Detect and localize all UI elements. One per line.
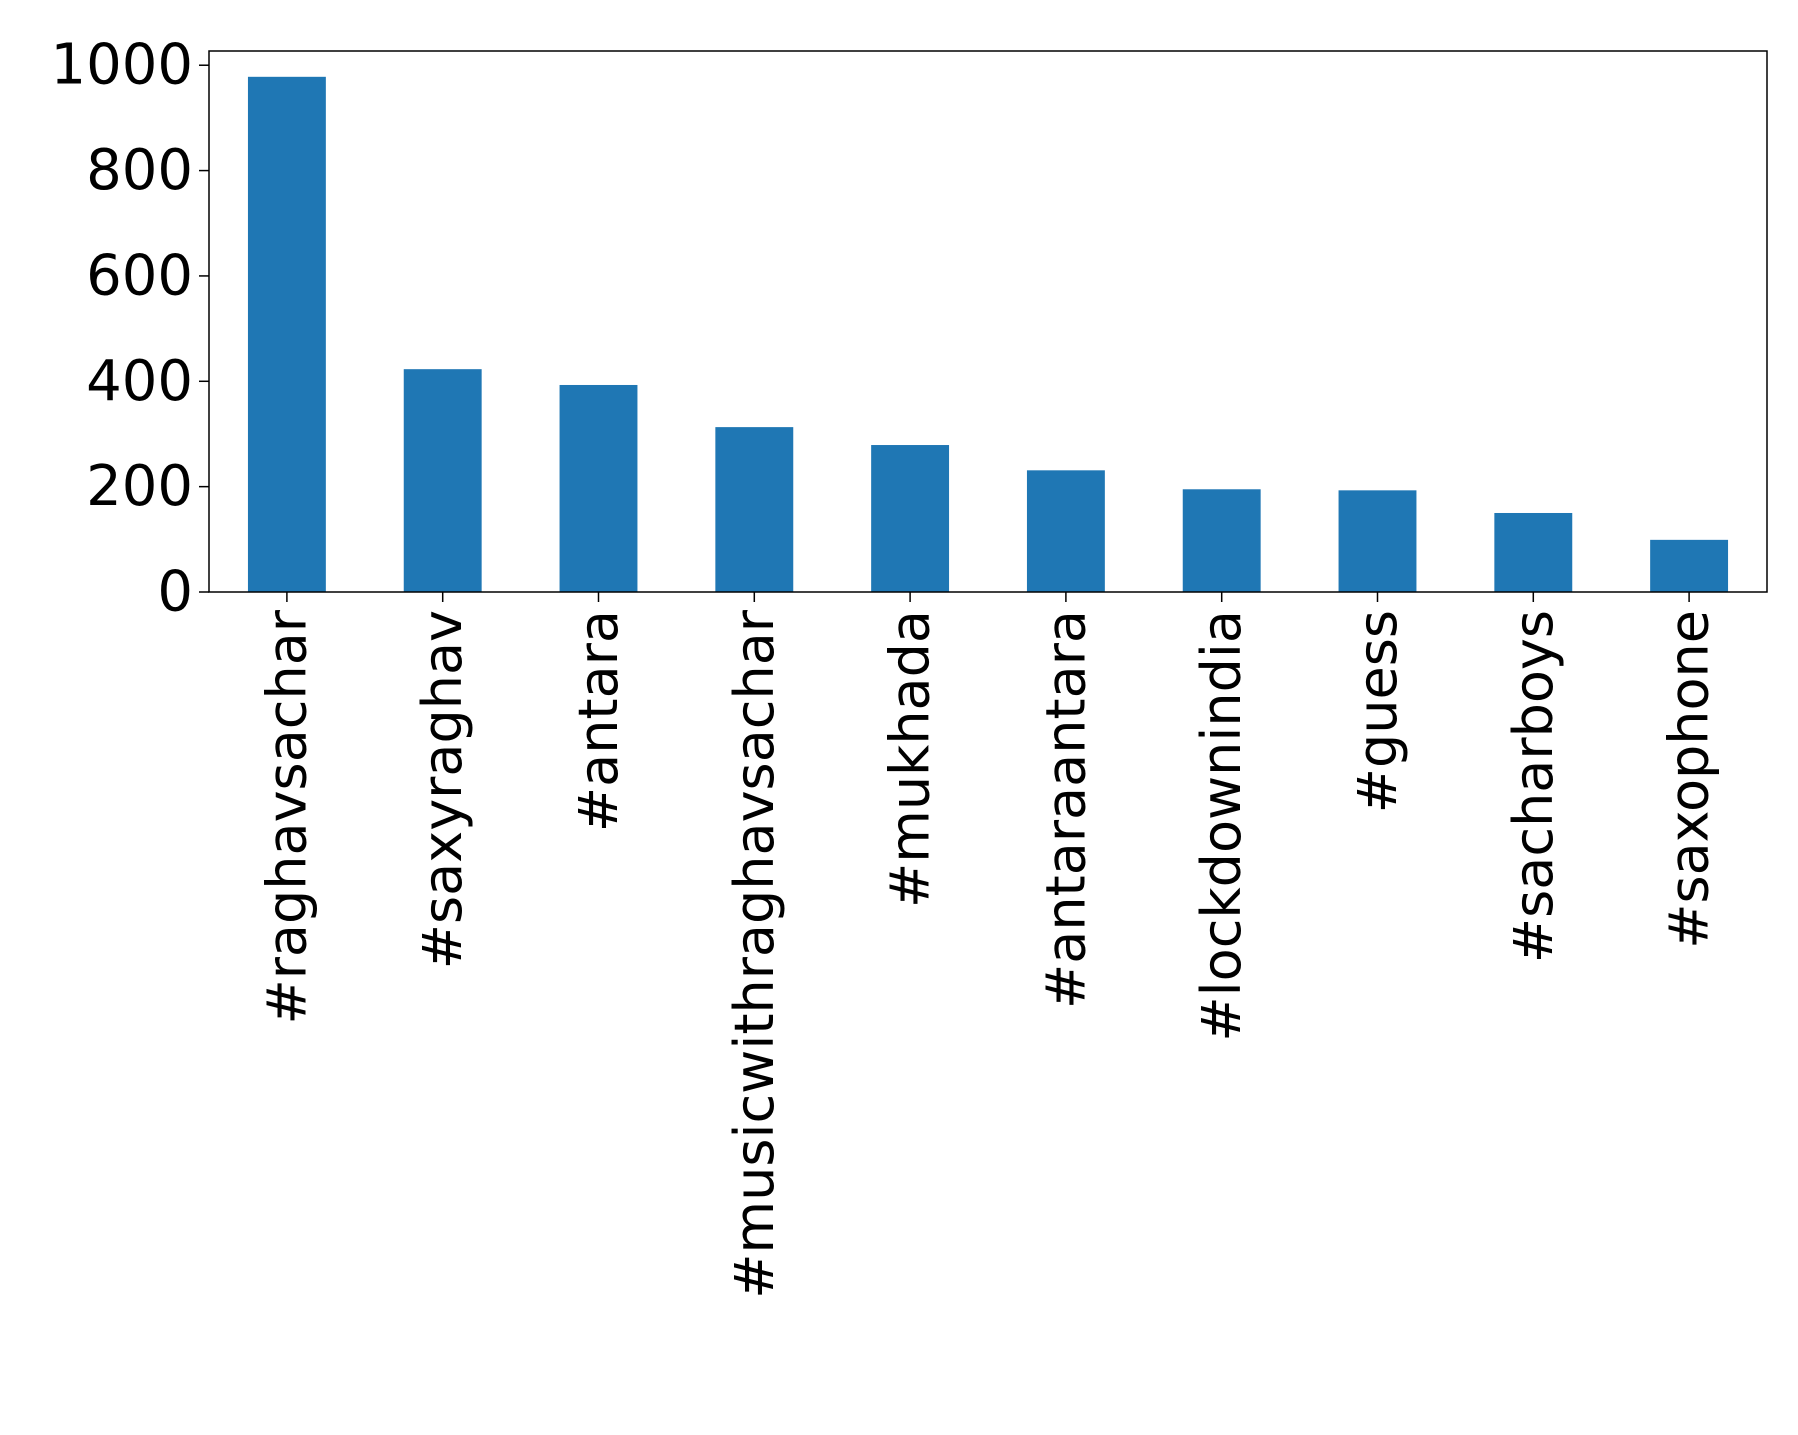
bar-mukhada [871, 445, 950, 592]
x-tick-label: #saxyraghav [411, 610, 474, 969]
plot-frame [208, 50, 1768, 593]
y-tick-label: 600 [86, 243, 193, 308]
bar-antara [559, 384, 638, 592]
x-tick-label: #raghavsachar [255, 609, 318, 1024]
x-tick-label: #sacharboys [1502, 610, 1565, 963]
x-tick-label: #antara [567, 610, 630, 832]
x-tick-label: #antaraantara [1034, 610, 1097, 1009]
y-tick-label: 200 [86, 454, 193, 519]
x-tick-label: #saxophone [1658, 610, 1721, 949]
x-axis: #raghavsachar #saxyraghav #antara #musicwit… [255, 592, 1721, 1299]
bar-antaraantara [1026, 470, 1105, 592]
y-axis: 0 200 400 600 800 1000 [50, 33, 209, 625]
x-tick-label: #guess [1346, 610, 1409, 813]
bar-guess [1338, 490, 1417, 592]
x-tick-label: #mukhada [879, 610, 942, 908]
x-tick-label: #lockdownindia [1190, 610, 1253, 1042]
y-tick-label: 800 [86, 138, 193, 203]
x-tick-label: #musicwithraghavsachar [723, 609, 786, 1299]
bar-musicwithraghavsachar [715, 427, 794, 592]
bar-raghavsachar [247, 76, 326, 592]
y-tick-label: 400 [86, 349, 193, 414]
bar-saxophone [1650, 539, 1729, 592]
bar-lockdownindia [1182, 489, 1261, 592]
bar-saxyraghav [403, 369, 482, 592]
y-tick-label: 1000 [50, 33, 193, 98]
bar-sacharboys [1494, 512, 1573, 592]
y-tick-label: 0 [157, 560, 193, 625]
bars-group [247, 76, 1729, 592]
